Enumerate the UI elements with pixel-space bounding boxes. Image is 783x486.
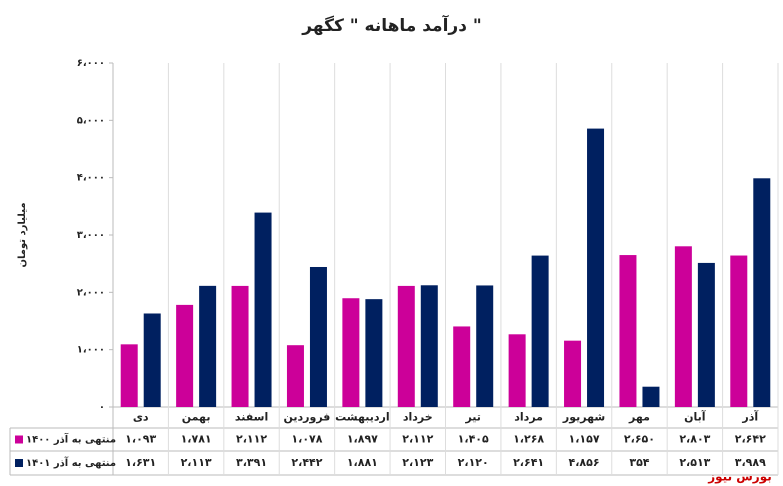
table-value: ۲،۸۰۳ — [679, 433, 710, 446]
table-value: ۱،۲۶۸ — [513, 433, 544, 446]
y-tick-label: ۳،۰۰۰ — [77, 230, 105, 241]
table-value: ۱،۶۳۱ — [125, 456, 156, 469]
y-tick-label: ۶،۰۰۰ — [77, 58, 105, 69]
legend-label: منتهی به آذر ۱۴۰۱ — [26, 456, 116, 469]
watermark: بورس نیوز — [707, 470, 772, 485]
table-value: ۱،۰۷۸ — [291, 433, 322, 446]
x-tick-label: آبان — [684, 410, 706, 424]
bar — [453, 326, 471, 407]
bar — [508, 334, 526, 407]
table-value: ۲،۱۲۳ — [402, 456, 433, 469]
legend-swatch — [15, 435, 23, 444]
bar — [619, 255, 637, 407]
table-value: ۱،۱۵۷ — [569, 433, 600, 446]
table-value: ۳،۳۹۱ — [236, 456, 267, 469]
table-value: ۱،۷۸۱ — [181, 433, 212, 446]
table-value: ۲،۵۱۳ — [679, 456, 710, 469]
bar — [231, 285, 249, 407]
table-value: ۲،۶۵۰ — [624, 433, 655, 446]
x-tick-label: مهر — [628, 411, 650, 424]
bar — [730, 255, 748, 407]
chart-title: درآمد ماهانه " کگهر " — [301, 14, 481, 36]
bar — [199, 285, 217, 407]
table-value: ۴،۸۵۶ — [569, 456, 600, 469]
y-tick-label: ۵،۰۰۰ — [77, 115, 105, 126]
bar — [476, 285, 494, 407]
table-value: ۱،۰۹۳ — [125, 433, 156, 446]
bar — [753, 178, 771, 407]
table-value: ۳۵۴ — [629, 456, 649, 469]
y-tick-label: ۱،۰۰۰ — [77, 345, 105, 356]
bar — [143, 313, 161, 407]
x-tick-label: تیر — [464, 411, 480, 424]
table-value: ۲،۴۴۲ — [291, 456, 322, 469]
x-tick-label: اسفند — [235, 411, 268, 424]
table-value: ۲،۱۲۰ — [458, 456, 489, 469]
bar — [397, 285, 415, 407]
table-value: ۱،۴۰۵ — [458, 433, 489, 446]
bar — [531, 255, 549, 407]
table-value: ۱،۸۹۷ — [347, 433, 378, 446]
bar — [120, 344, 138, 407]
bar — [286, 345, 304, 407]
bar — [365, 299, 383, 407]
x-tick-label: اردیبهشت — [335, 411, 389, 424]
table-value: ۲،۱۱۲ — [402, 433, 433, 446]
x-tick-label: دی — [133, 411, 149, 424]
x-tick-label: فروردین — [284, 411, 331, 424]
y-axis-label: میلیارد تومان — [17, 202, 28, 267]
x-tick-label: خرداد — [403, 411, 433, 424]
bar — [254, 212, 272, 407]
x-tick-label: مرداد — [514, 411, 543, 424]
y-tick-label: ۰ — [99, 402, 105, 413]
bar — [642, 386, 660, 407]
table-value: ۲،۶۴۱ — [513, 456, 544, 469]
bar — [674, 246, 692, 407]
x-tick-label: شهریور — [562, 411, 605, 424]
bar — [564, 340, 582, 407]
bar — [342, 298, 360, 407]
x-tick-label: آذر — [741, 410, 758, 424]
y-tick-label: ۴،۰۰۰ — [77, 173, 105, 184]
table-value: ۲،۱۱۲ — [236, 433, 267, 446]
bar — [309, 266, 327, 407]
bar — [697, 262, 715, 407]
table-value: ۳،۹۸۹ — [735, 456, 766, 469]
table-value: ۱،۸۸۱ — [347, 456, 378, 469]
table-value: ۲،۶۴۲ — [735, 433, 766, 446]
y-tick-label: ۲،۰۰۰ — [77, 287, 105, 298]
legend-label: منتهی به آذر ۱۴۰۰ — [26, 433, 116, 446]
legend-swatch — [15, 459, 23, 467]
table-value: ۲،۱۱۳ — [181, 456, 212, 469]
bar — [420, 285, 438, 407]
bar — [176, 304, 194, 407]
x-tick-label: بهمن — [182, 411, 211, 424]
bar — [587, 128, 605, 407]
